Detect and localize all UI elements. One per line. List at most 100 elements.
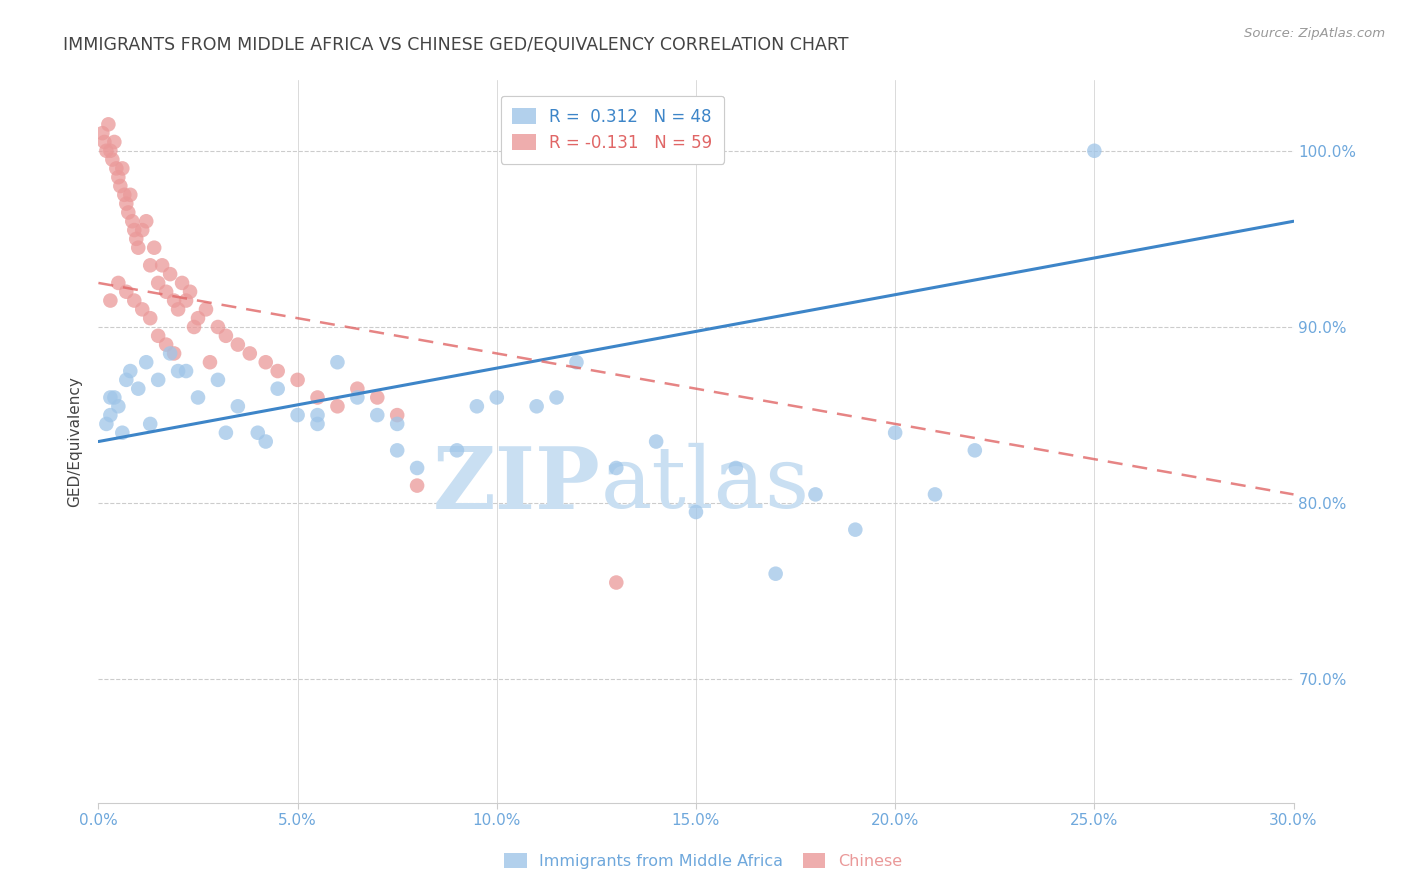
Point bbox=[645, 434, 668, 449]
Point bbox=[307, 417, 329, 431]
Point bbox=[107, 276, 129, 290]
Point bbox=[121, 214, 143, 228]
Point bbox=[107, 399, 129, 413]
Point bbox=[159, 346, 181, 360]
Point bbox=[287, 373, 309, 387]
Point bbox=[326, 399, 349, 413]
Point bbox=[385, 417, 409, 431]
Point bbox=[135, 214, 157, 228]
Point bbox=[215, 425, 238, 440]
Point bbox=[139, 311, 162, 326]
Point bbox=[187, 391, 209, 405]
Point bbox=[804, 487, 827, 501]
Point bbox=[159, 267, 181, 281]
Point bbox=[155, 285, 177, 299]
Point bbox=[724, 461, 747, 475]
Text: ZIP: ZIP bbox=[433, 443, 600, 527]
Point bbox=[135, 355, 157, 369]
Point bbox=[174, 364, 197, 378]
Point bbox=[267, 382, 290, 396]
Point bbox=[98, 391, 122, 405]
Point bbox=[111, 161, 134, 176]
Point bbox=[226, 337, 249, 351]
Point bbox=[125, 232, 148, 246]
Point bbox=[346, 391, 368, 405]
Point bbox=[127, 382, 149, 396]
Point bbox=[226, 399, 249, 413]
Point bbox=[131, 302, 153, 317]
Point bbox=[105, 161, 128, 176]
Point bbox=[963, 443, 986, 458]
Point bbox=[110, 179, 132, 194]
Point bbox=[150, 258, 173, 272]
Point bbox=[103, 391, 125, 405]
Legend: R =  0.312   N = 48, R = -0.131   N = 59: R = 0.312 N = 48, R = -0.131 N = 59 bbox=[501, 95, 724, 163]
Point bbox=[254, 355, 277, 369]
Point bbox=[117, 205, 139, 219]
Point bbox=[167, 302, 190, 317]
Point bbox=[120, 364, 142, 378]
Legend: Immigrants from Middle Africa, Chinese: Immigrants from Middle Africa, Chinese bbox=[498, 847, 908, 875]
Point bbox=[366, 391, 388, 405]
Point bbox=[98, 293, 122, 308]
Point bbox=[326, 355, 349, 369]
Y-axis label: GED/Equivalency: GED/Equivalency bbox=[67, 376, 83, 507]
Point bbox=[179, 285, 201, 299]
Point bbox=[115, 373, 138, 387]
Point bbox=[385, 408, 409, 422]
Point bbox=[163, 293, 186, 308]
Point bbox=[98, 144, 122, 158]
Point bbox=[207, 320, 229, 334]
Point bbox=[406, 461, 429, 475]
Point bbox=[1083, 144, 1105, 158]
Point bbox=[765, 566, 787, 581]
Point bbox=[198, 355, 221, 369]
Point bbox=[163, 346, 186, 360]
Point bbox=[155, 337, 177, 351]
Point bbox=[115, 196, 138, 211]
Text: atlas: atlas bbox=[600, 443, 810, 526]
Point bbox=[187, 311, 209, 326]
Point bbox=[307, 408, 329, 422]
Point bbox=[565, 355, 588, 369]
Point bbox=[115, 285, 138, 299]
Point bbox=[195, 302, 218, 317]
Point bbox=[131, 223, 153, 237]
Point bbox=[546, 391, 568, 405]
Point bbox=[465, 399, 488, 413]
Point bbox=[307, 391, 329, 405]
Point bbox=[101, 153, 124, 167]
Point bbox=[207, 373, 229, 387]
Point bbox=[446, 443, 468, 458]
Point bbox=[98, 408, 122, 422]
Point bbox=[96, 144, 118, 158]
Point bbox=[844, 523, 866, 537]
Point bbox=[103, 135, 125, 149]
Point bbox=[254, 434, 277, 449]
Point bbox=[605, 575, 627, 590]
Point bbox=[112, 187, 135, 202]
Text: IMMIGRANTS FROM MIDDLE AFRICA VS CHINESE GED/EQUIVALENCY CORRELATION CHART: IMMIGRANTS FROM MIDDLE AFRICA VS CHINESE… bbox=[63, 36, 849, 54]
Point bbox=[120, 187, 142, 202]
Point bbox=[111, 425, 134, 440]
Point bbox=[346, 382, 368, 396]
Point bbox=[93, 135, 115, 149]
Point bbox=[148, 328, 170, 343]
Point bbox=[97, 117, 120, 131]
Point bbox=[167, 364, 190, 378]
Point bbox=[239, 346, 262, 360]
Point bbox=[91, 126, 114, 140]
Text: Source: ZipAtlas.com: Source: ZipAtlas.com bbox=[1244, 27, 1385, 40]
Point bbox=[96, 417, 118, 431]
Point bbox=[143, 241, 166, 255]
Point bbox=[287, 408, 309, 422]
Point bbox=[148, 373, 170, 387]
Point bbox=[884, 425, 907, 440]
Point bbox=[246, 425, 269, 440]
Point bbox=[685, 505, 707, 519]
Point bbox=[148, 276, 170, 290]
Point bbox=[139, 417, 162, 431]
Point bbox=[124, 293, 146, 308]
Point bbox=[605, 461, 627, 475]
Point bbox=[183, 320, 205, 334]
